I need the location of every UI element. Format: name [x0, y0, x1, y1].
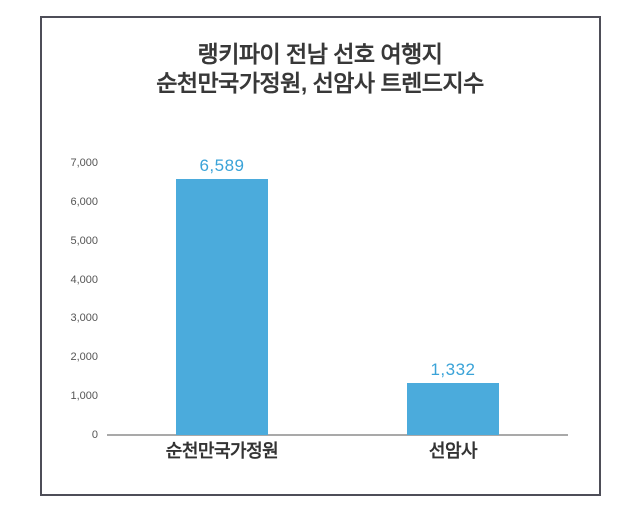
- bar: [176, 178, 268, 435]
- bar-value-label: 1,332: [430, 360, 476, 380]
- y-axis-tick-label: 7,000: [70, 157, 98, 169]
- bar-value-label: 6,589: [199, 155, 245, 175]
- bar: [407, 383, 499, 435]
- y-axis-tick-label: 1,000: [70, 390, 98, 403]
- y-axis-tick-label: 5,000: [70, 234, 98, 247]
- y-axis-tick-label: 0: [91, 429, 98, 441]
- y-axis-tick-label: 2,000: [70, 351, 98, 364]
- chart-title-line1: 랭키파이 전남 선호 여행지: [197, 41, 443, 67]
- y-axis-tick-label: 6,000: [70, 195, 98, 208]
- chart-title: 랭키파이 전남 선호 여행지 순천만국가정원, 선암사 트렌드지수: [0, 40, 640, 98]
- x-axis-line: [107, 434, 568, 436]
- y-axis-tick-label: 4,000: [70, 273, 98, 286]
- x-axis-category-label: 선암사: [428, 441, 478, 461]
- y-axis-tick-label: 3,000: [70, 312, 98, 325]
- chart-title-line2: 순천만국가정원, 선암사 트렌드지수: [156, 70, 484, 96]
- x-axis-category-label: 순천만국가정원: [165, 441, 279, 461]
- chart-frame: [40, 16, 601, 496]
